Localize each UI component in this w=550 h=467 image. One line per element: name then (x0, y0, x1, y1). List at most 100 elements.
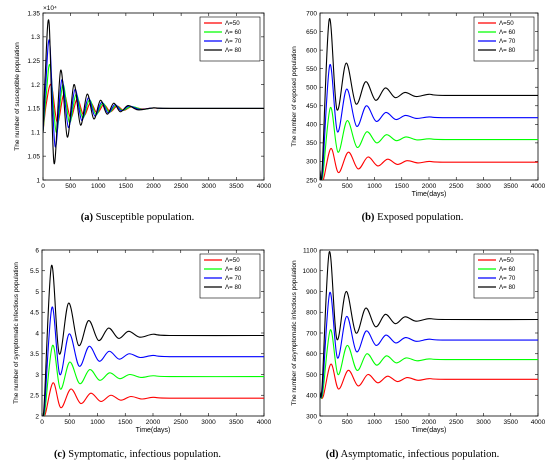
y-tick-label: 6 (35, 247, 39, 254)
x-tick-label: 2000 (422, 419, 437, 426)
y-tick-label: 1.1 (31, 130, 40, 137)
x-tick-label: 1500 (395, 419, 410, 426)
y-tick-label: 2.5 (30, 393, 39, 400)
y-tick-label: 900 (306, 289, 317, 296)
caption-c: (c) Symptomatic, infectious population. (0, 449, 275, 460)
series-line-2 (42, 306, 264, 416)
caption-a-text: Susceptible population. (93, 212, 195, 223)
y-tick-label: 450 (306, 103, 317, 110)
caption-b: (b) Exposed population. (275, 212, 550, 223)
legend-box (473, 253, 535, 299)
y-tick-label: 500 (306, 85, 317, 92)
caption-b-tag: (b) (361, 212, 375, 223)
y-axis-label: The number of susceptible population (14, 42, 21, 151)
x-tick-label: 500 (64, 419, 75, 426)
caption-c-text: Symptomatic, infectious population. (65, 449, 222, 460)
x-tick-label: 2000 (422, 183, 437, 190)
y-tick-label: 300 (306, 413, 317, 420)
x-tick-label: 2500 (174, 183, 189, 190)
series-line-0 (320, 147, 538, 180)
series-line-3 (42, 265, 264, 416)
y-axis-label: The number of exposed population (291, 46, 298, 147)
x-tick-label: 3500 (504, 419, 519, 426)
legend-label: Λ= 60 (499, 266, 516, 273)
y-tick-label: 1.05 (27, 153, 40, 160)
series-line-2 (320, 64, 538, 180)
x-axis-label: Time(days) (412, 427, 447, 434)
y-tick-label: 400 (306, 393, 317, 400)
y-tick-label: 300 (306, 159, 317, 166)
x-tick-label: 3000 (202, 183, 217, 190)
x-tick-label: 4000 (257, 419, 272, 426)
y-tick-label: 1.35 (27, 10, 40, 17)
chart-c: 0 500 1000 1500 2000 2500 3000 3500 4000 2 2.5 3 3.5… (13, 247, 272, 434)
series-line-2 (320, 291, 538, 399)
y-tick-label: 600 (306, 351, 317, 358)
series-line-1 (320, 107, 538, 180)
y-tick-label: 400 (306, 122, 317, 129)
legend-label: Λ= 70 (225, 38, 242, 45)
x-tick-label: 4000 (257, 183, 272, 190)
y-tick-label: 600 (306, 47, 317, 54)
x-tick-label: 0 (41, 183, 45, 190)
legend-label: Λ= 60 (225, 266, 242, 273)
chart-a: 0 500 1000 1500 2000 2500 3000 3500 4000 1 1.05 1.1… (14, 5, 272, 190)
y-tick-label: 500 (306, 372, 317, 379)
series-line-3 (320, 251, 538, 398)
y-tick-label: 5 (35, 289, 39, 296)
x-tick-label: 3000 (476, 183, 491, 190)
y-tick-label: 1.3 (31, 34, 40, 41)
legend-label: Λ= 60 (225, 29, 242, 36)
chart-d: 0 500 1000 1500 2000 2500 3000 3500 4000 300 400 50… (291, 247, 546, 434)
y-tick-label: 1000 (303, 268, 318, 275)
x-tick-label: 2500 (449, 183, 464, 190)
y-tick-label: 5.5 (30, 268, 39, 275)
x-tick-label: 1500 (119, 183, 134, 190)
legend-box (199, 253, 261, 299)
x-tick-label: 3000 (476, 419, 491, 426)
x-tick-label: 3000 (201, 419, 216, 426)
legend-box (199, 16, 261, 62)
y-tick-label: 650 (306, 29, 317, 36)
y-tick-label: 4.5 (30, 310, 39, 317)
caption-b-text: Exposed population. (374, 212, 464, 223)
x-tick-label: 1000 (91, 183, 106, 190)
x-tick-label: 500 (65, 183, 76, 190)
legend-label: Λ=50 (499, 20, 514, 27)
x-tick-label: 2000 (146, 183, 161, 190)
y-axis-label: The number of asymptomatic infectious po… (291, 260, 298, 406)
x-tick-label: 2500 (449, 419, 464, 426)
series-line-3 (320, 18, 538, 180)
x-tick-label: 500 (342, 183, 353, 190)
y-tick-label: 350 (306, 140, 317, 147)
legend-box (473, 16, 535, 62)
x-tick-label: 3500 (504, 183, 519, 190)
series-line-3 (43, 19, 264, 164)
x-tick-label: 1500 (395, 183, 410, 190)
x-tick-label: 0 (318, 183, 322, 190)
caption-a-tag: (a) (80, 212, 94, 223)
x-tick-label: 1000 (90, 419, 105, 426)
legend-label: Λ= 80 (499, 47, 516, 54)
x-tick-label: 2500 (174, 419, 189, 426)
caption-a: (a) Susceptible population. (0, 212, 275, 223)
y-tick-label: 700 (306, 330, 317, 337)
y-tick-label: 550 (306, 66, 317, 73)
caption-d: (d) Asymptomatic, infectious population. (275, 449, 550, 460)
x-axis-label: Time(days) (412, 191, 447, 198)
x-tick-label: 3500 (229, 419, 244, 426)
y-tick-label: 3 (35, 372, 39, 379)
y-tick-label: 250 (306, 177, 317, 184)
legend-label: Λ=50 (225, 20, 240, 27)
y-tick-label: 1.15 (27, 106, 40, 113)
legend-label: Λ= 80 (225, 47, 242, 54)
y-tick-label: 3.5 (30, 351, 39, 358)
legend-label: Λ= 70 (225, 275, 242, 282)
x-tick-label: 2000 (146, 419, 161, 426)
exponent-label: ×10⁴ (43, 5, 57, 12)
y-tick-label: 1.25 (27, 58, 40, 65)
legend-label: Λ= 80 (225, 284, 242, 291)
caption-c-tag: (c) (53, 449, 66, 460)
legend-label: Λ= 80 (499, 284, 516, 291)
series-line-1 (42, 344, 264, 416)
